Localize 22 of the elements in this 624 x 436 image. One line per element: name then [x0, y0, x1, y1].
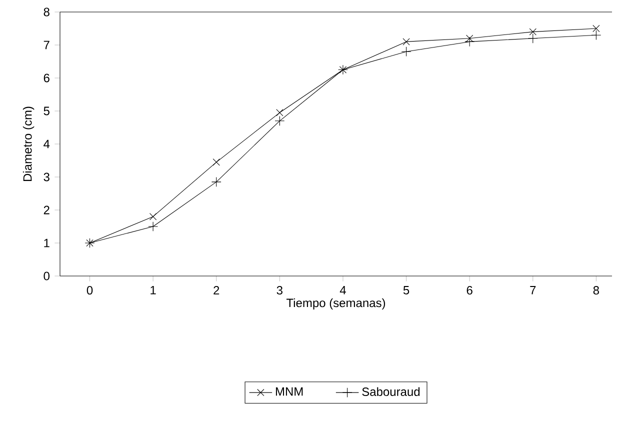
y-tick-label: 0 [44, 272, 50, 280]
y-tick-label: 7 [44, 40, 50, 50]
x-tick-label: 4 [340, 286, 346, 294]
x-tick-label: 0 [86, 286, 93, 295]
x-axis-title: Tiempo (semanas) [286, 298, 386, 310]
x-tick-label: 8 [593, 286, 599, 295]
legend-label: Sabouraud [362, 387, 420, 396]
y-tick-label: 1 [44, 238, 50, 248]
x-tick-label: 1 [150, 286, 156, 294]
x-tick-label: 3 [276, 286, 282, 295]
x-tick-label: 7 [530, 286, 536, 294]
x-tick-label: 5 [403, 286, 410, 294]
y-tick-label: 8 [44, 8, 50, 16]
y-tick-label: 5 [44, 106, 50, 116]
x-tick-label: 2 [214, 286, 220, 294]
y-tick-label: 3 [44, 172, 50, 182]
legend-label: MNM [276, 387, 303, 396]
y-tick-label: 2 [44, 206, 50, 214]
y-tick-label: 6 [44, 74, 50, 82]
y-axis-title: Diametro (cm) [22, 106, 34, 182]
x-tick-label: 6 [466, 286, 472, 295]
y-tick-label: 4 [44, 140, 50, 148]
